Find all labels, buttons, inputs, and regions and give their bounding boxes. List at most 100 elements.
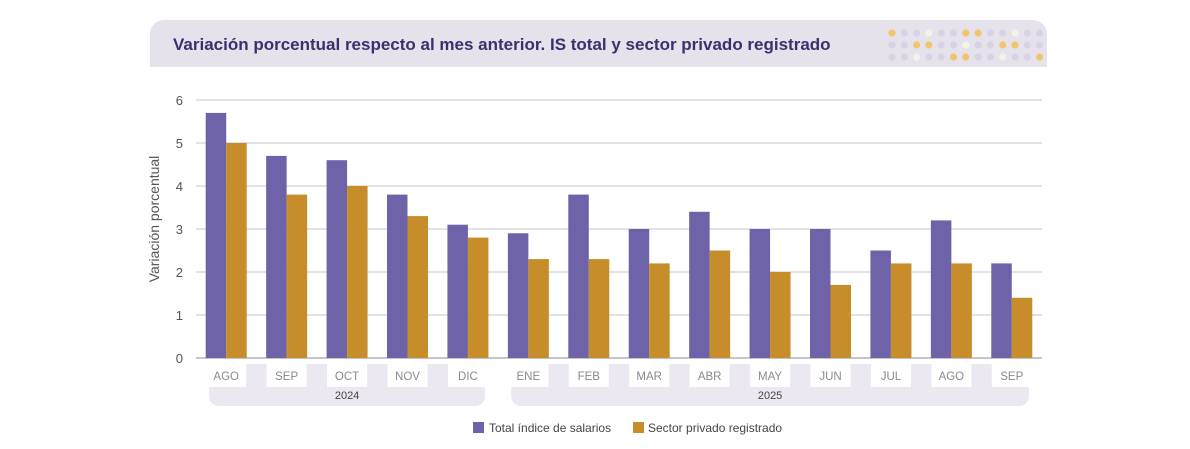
x-tick-label: SEP [275,371,298,383]
bar-total [326,160,348,358]
decorative-dot [1011,41,1019,49]
bar-total [749,229,771,358]
decorative-dot [986,41,994,49]
decorative-dot [913,53,921,61]
bar-total [266,155,287,358]
decorative-dot [913,29,921,37]
bar-private [467,237,489,358]
x-category-box [206,364,247,387]
bar-private [770,272,791,358]
legend-label-private: Sector privado registrado [648,421,782,435]
x-tick-label: DIC [458,371,478,383]
x-category-box [327,364,368,387]
decorative-dots [888,29,1044,61]
decorative-dot [900,29,908,37]
bar-total [568,194,589,358]
decorative-dot [999,41,1007,49]
decorative-dot [925,29,933,37]
year-label: 2024 [335,390,359,402]
x-category-box [629,364,670,387]
x-tick-label: ENE [517,371,541,383]
decorative-dot [974,53,982,61]
bar-private [890,263,912,358]
x-category-box [810,364,851,387]
x-category-box [568,364,609,387]
decorative-dot [1023,29,1031,37]
x-category-box [447,364,488,387]
decorative-dot [925,41,933,49]
x-category-box [508,364,549,387]
decorative-dot [949,53,958,61]
x-tick-label: JUN [819,371,841,383]
decorative-dot [888,41,896,49]
bar-private [649,263,670,358]
bar-total [387,194,408,358]
decorative-dot [974,41,982,49]
bar-total [810,229,831,358]
decorative-dot [974,29,982,37]
bar-private [709,250,731,358]
bar-total [507,233,529,358]
decorative-dot [1036,41,1044,49]
x-tick-label: ABR [698,371,722,383]
decorative-dot [1011,53,1019,61]
bar-total [930,220,952,358]
bar-total [689,211,710,358]
bar-private [407,216,428,358]
x-tick-label: JUL [881,371,902,383]
x-tick-label: FEB [578,371,601,383]
y-tick-label: 1 [176,308,183,323]
decorative-dot [962,41,970,49]
decorative-dot [1036,53,1044,61]
decorative-dot [1023,53,1031,61]
y-tick-label: 2 [176,265,183,280]
decorative-dot [1023,41,1031,49]
decorative-dot [937,41,945,49]
bar-total [870,250,891,358]
x-category-box [387,364,428,387]
decorative-dot [888,53,896,61]
decorative-dot [949,29,958,37]
y-axis-label: Variación porcentual [146,156,162,283]
x-category-box [870,364,911,387]
decorative-dot [949,41,958,49]
bar-private [588,259,610,358]
legend-label-total: Total índice de salarios [489,421,611,435]
decorative-dot [999,53,1007,61]
decorative-dot [913,41,921,49]
legend-swatch-private [633,422,644,433]
x-category-box [931,364,972,387]
y-tick-label: 0 [176,351,183,366]
y-tick-label: 3 [176,222,183,237]
decorative-dot [1036,29,1044,37]
bar-private [226,143,247,358]
x-category-box [991,364,1032,387]
x-tick-label: NOV [395,371,420,383]
year-label: 2025 [758,390,782,402]
y-tick-label: 4 [176,179,183,194]
x-tick-label: SEP [1000,371,1023,383]
decorative-dot [962,29,970,37]
decorative-dot [937,53,945,61]
x-tick-label: MAY [758,371,782,383]
decorative-dot [900,41,908,49]
decorative-dot [937,29,945,37]
decorative-dot [888,29,896,37]
bar-private [528,259,549,358]
decorative-dot [986,29,994,37]
x-tick-label: AGO [213,371,239,383]
bar-private [951,263,972,358]
decorative-dot [999,29,1007,37]
bar-total [205,112,227,359]
bar-private [1011,297,1033,358]
decorative-dot [1011,29,1019,37]
bar-total [991,263,1012,358]
bar-private [286,194,308,358]
x-category-box [750,364,791,387]
chart-title: Variación porcentual respecto al mes ant… [173,35,831,54]
x-tick-label: MAR [636,371,662,383]
x-category-box [689,364,730,387]
bar-total [447,224,468,358]
x-tick-label: AGO [939,371,965,383]
